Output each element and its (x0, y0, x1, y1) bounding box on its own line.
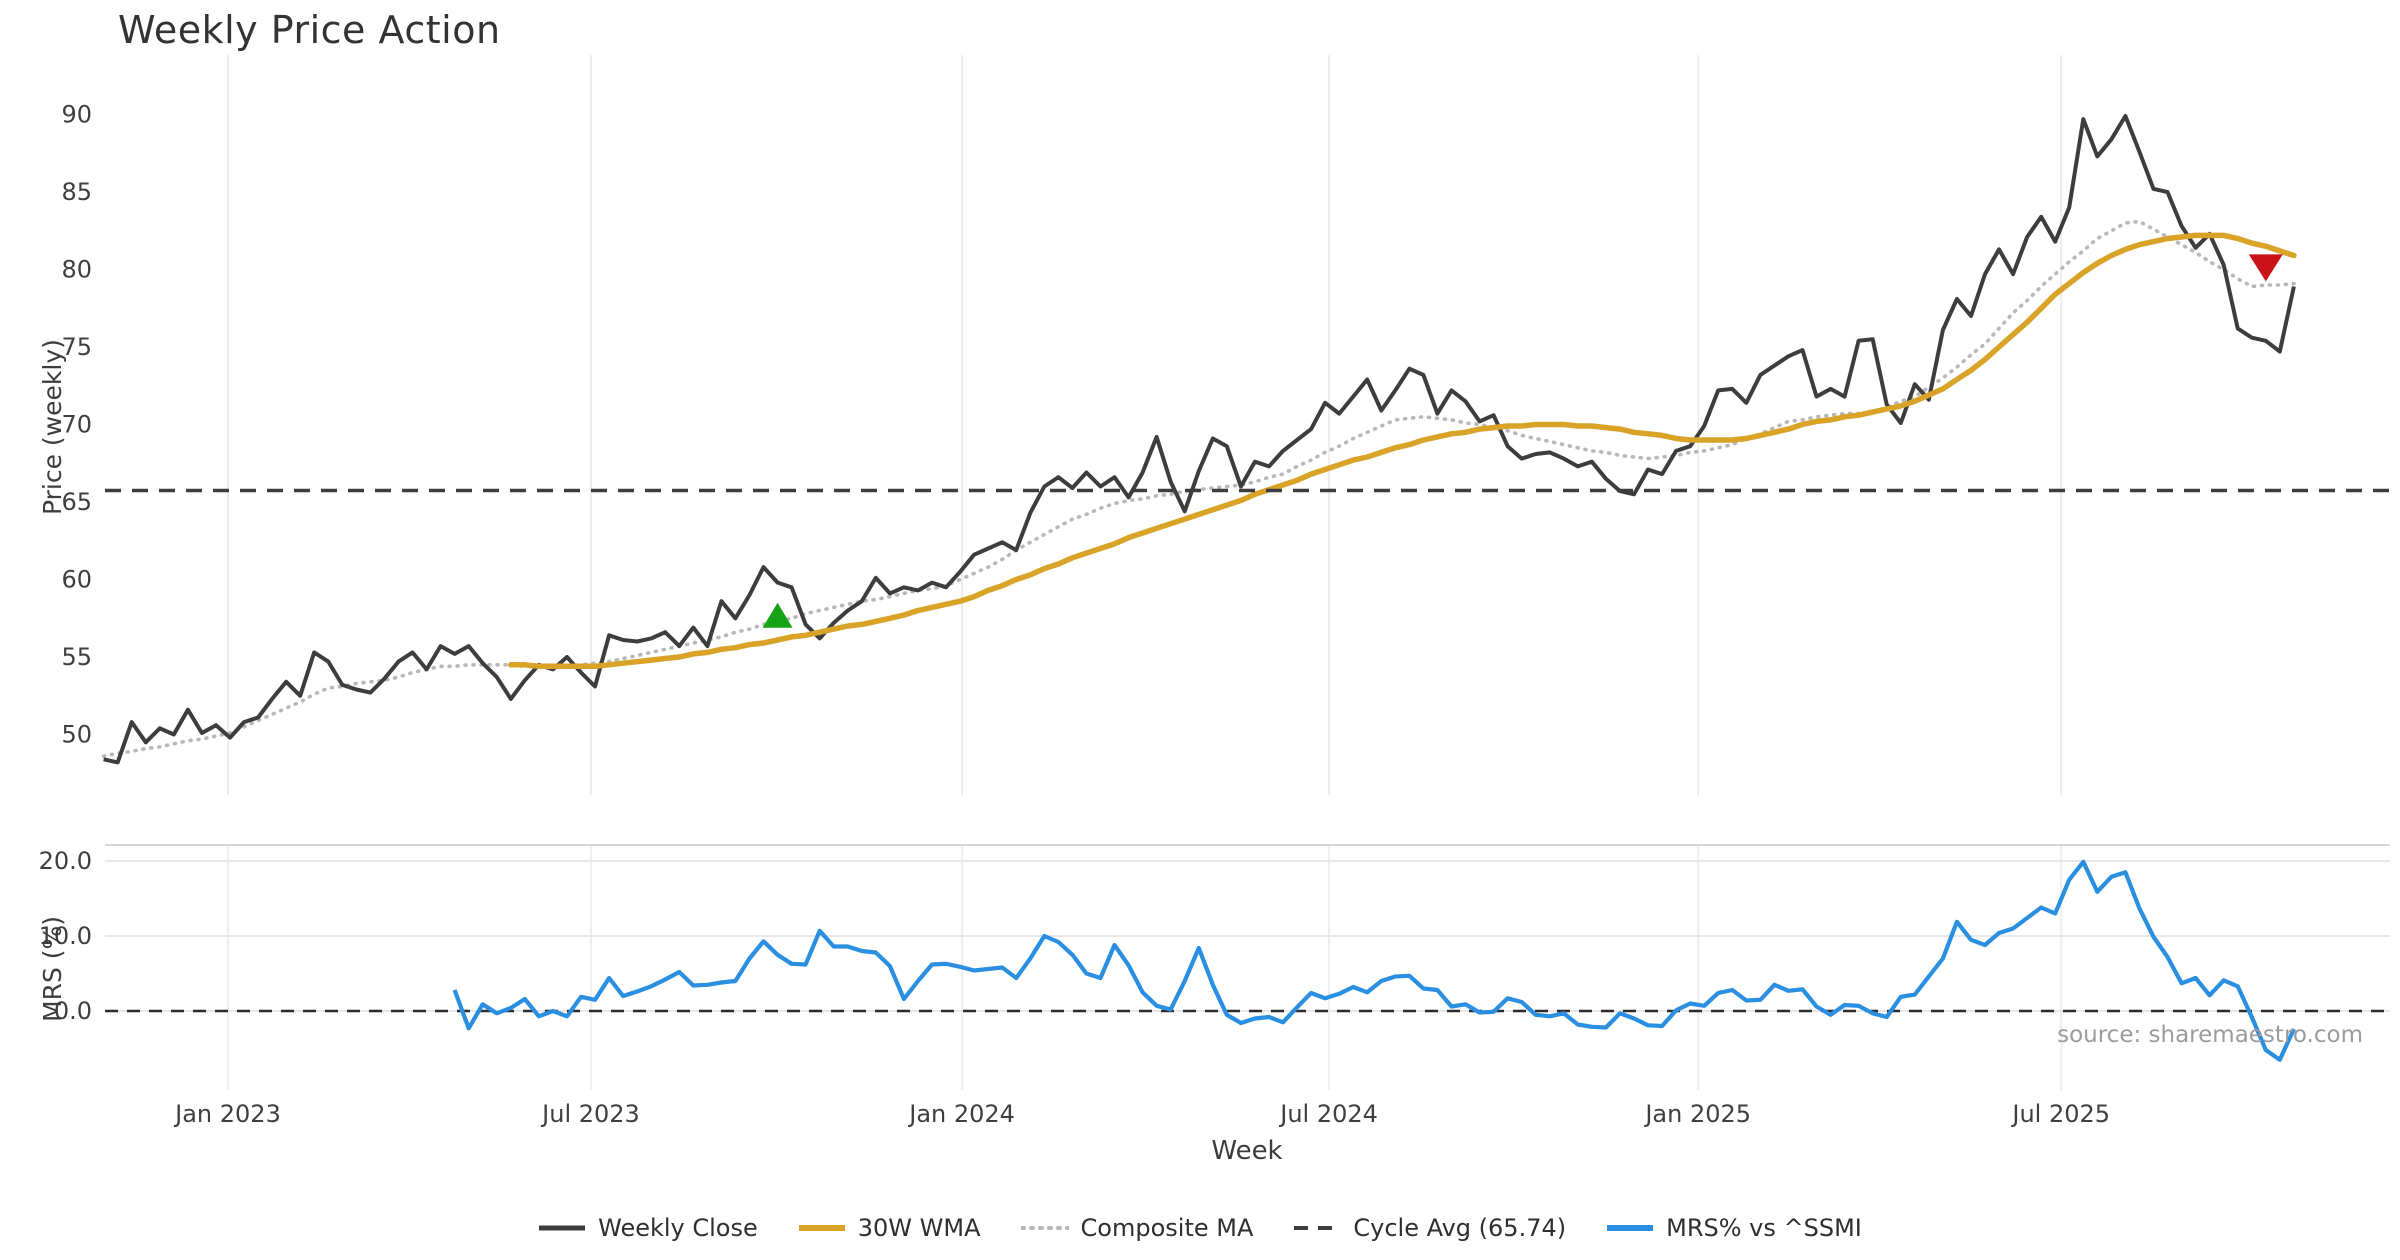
legend-swatch (798, 1225, 845, 1231)
x-tick-label: Jan 2025 (1643, 1100, 1751, 1128)
mrs-ytick-label: 0.0 (54, 997, 92, 1025)
legend-label: Weekly Close (598, 1214, 758, 1242)
price-axis-label: Price (weekly) (38, 339, 67, 515)
legend-label: Composite MA (1080, 1214, 1254, 1242)
price-ytick-label: 50 (61, 721, 92, 749)
x-tick-label: Jul 2024 (1278, 1100, 1378, 1128)
legend-swatch (539, 1225, 586, 1231)
legend-item-30w-wma: 30W WMA (798, 1214, 981, 1242)
mrs-axis-label: MRS (%) (38, 915, 67, 1022)
legend-swatch (1294, 1226, 1341, 1230)
chart-title: Weekly Price Action (118, 8, 501, 52)
x-tick-label: Jul 2023 (540, 1100, 640, 1128)
price-ytick-label: 90 (61, 101, 92, 129)
source-watermark: source: sharemaestro.com (2057, 1022, 2363, 1048)
price-ytick-label: 60 (61, 566, 92, 594)
legend-swatch (1020, 1226, 1069, 1230)
price-ytick-label: 65 (61, 488, 92, 516)
wma-line (508, 232, 2297, 670)
legend-item-composite-ma: Composite MA (1020, 1214, 1254, 1242)
legend-item-weekly-close: Weekly Close (538, 1214, 758, 1242)
mrs-ytick-label: 20.0 (39, 847, 92, 875)
legend-label: MRS% vs ^SSMI (1666, 1214, 1862, 1242)
weekly-close-line (103, 114, 2296, 765)
sell-signal-marker (2248, 254, 2283, 282)
mrs-ytick-label: 10.0 (39, 922, 92, 950)
price-ytick-label: 75 (61, 333, 92, 361)
legend-label: 30W WMA (857, 1214, 981, 1242)
legend: Weekly Close 30W WMA Composite MA Cycle Avg… (0, 1214, 2400, 1242)
buy-signal-marker (762, 602, 793, 628)
price-ytick-label: 80 (61, 256, 92, 284)
x-tick-label: Jan 2024 (907, 1100, 1015, 1128)
price-ytick-label: 85 (61, 178, 92, 206)
legend-label: Cycle Avg (65.74) (1353, 1214, 1567, 1242)
mrs-line (452, 859, 2296, 1062)
x-tick-label: Jul 2025 (2010, 1100, 2110, 1128)
legend-swatch (1607, 1225, 1654, 1231)
price-ytick-label: 70 (61, 411, 92, 439)
legend-item-mrs-vs-ssmi: MRS% vs ^SSMI (1606, 1214, 1862, 1242)
x-axis-label: Week (1211, 1136, 1283, 1166)
legend-item-cycle-avg-65-74-: Cycle Avg (65.74) (1293, 1214, 1566, 1242)
price-ytick-label: 55 (61, 643, 92, 671)
x-tick-label: Jan 2023 (173, 1100, 281, 1128)
